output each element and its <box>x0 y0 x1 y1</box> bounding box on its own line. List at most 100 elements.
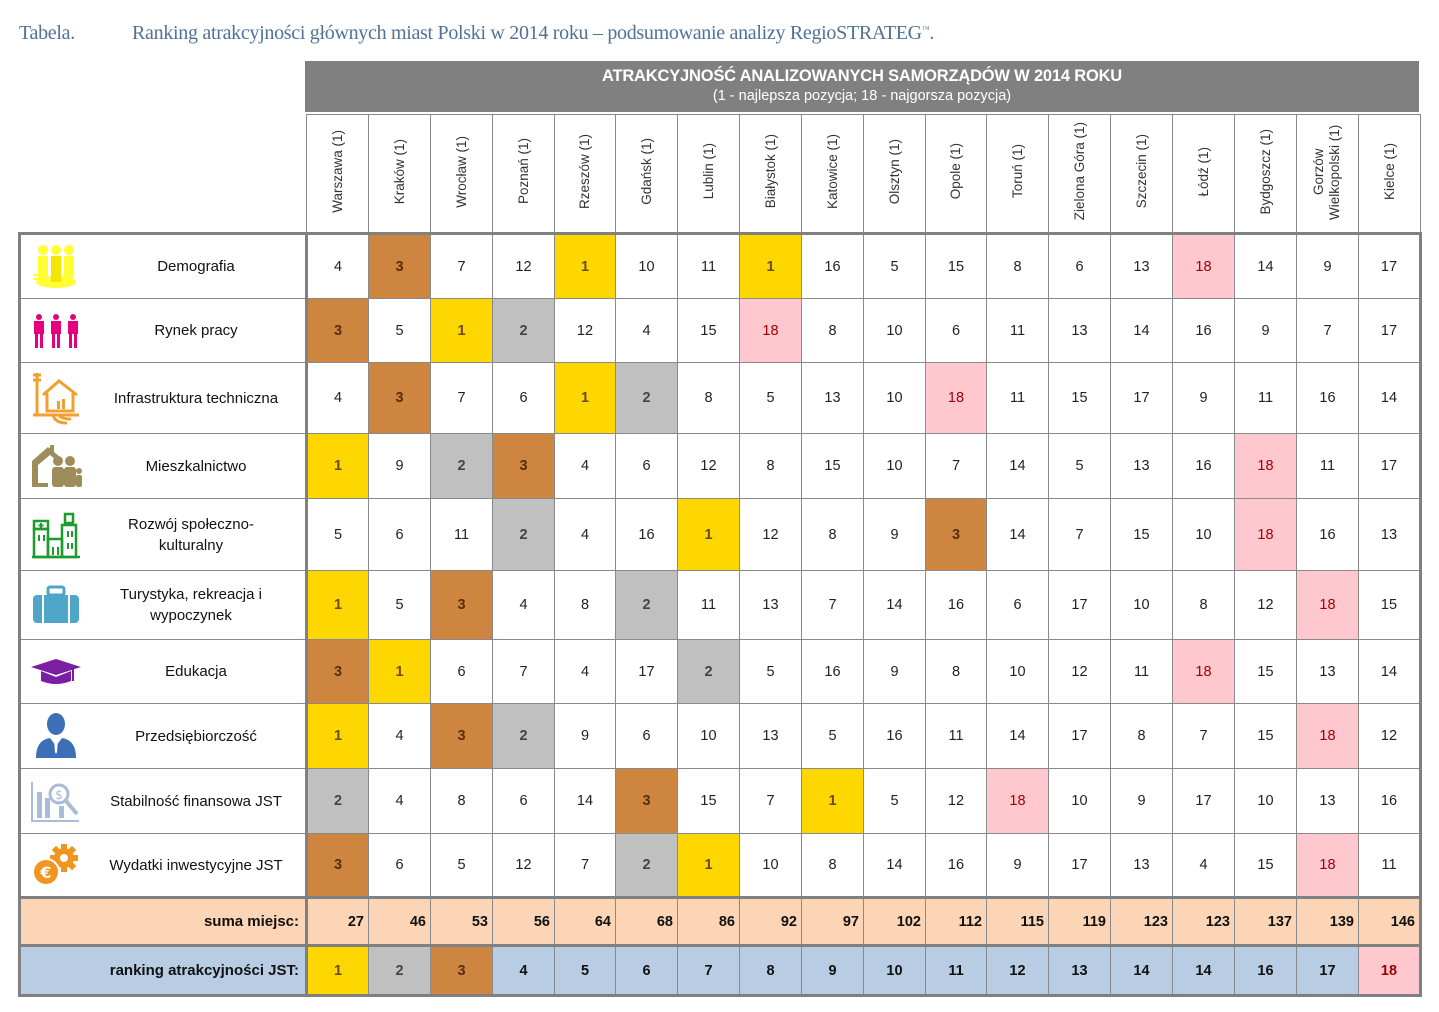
category-label: Edukacja <box>165 663 227 680</box>
city-header: Białystok (1) <box>739 114 802 235</box>
rank-cell: 10 <box>986 639 1049 704</box>
rank-cell: 6 <box>368 498 431 571</box>
city-name: Zielona Góra (1) <box>1071 122 1087 221</box>
city-header: Toruń (1) <box>986 114 1049 235</box>
city-name: Kraków (1) <box>391 138 407 205</box>
sum-cell: 139 <box>1296 897 1359 946</box>
ranking-cell: 17 <box>1296 945 1359 997</box>
rank-cell: 10 <box>739 833 802 898</box>
rank-cell: 6 <box>1048 232 1111 299</box>
rank-cell: 11 <box>1234 362 1297 434</box>
ranking-row-label: ranking atrakcyjności JST: <box>18 945 308 997</box>
rank-cell: 18 <box>1296 703 1359 769</box>
rank-cell: 9 <box>863 639 926 704</box>
rank-cell: 13 <box>1110 433 1173 499</box>
caption-end: . <box>929 22 935 44</box>
rank-cell: 7 <box>739 768 802 834</box>
caption-label: Tabela. <box>19 22 75 44</box>
rank-cell: 14 <box>863 570 926 640</box>
rank-cell: 6 <box>986 570 1049 640</box>
city-name: Szczecin (1) <box>1133 134 1149 209</box>
sum-cell: 92 <box>739 897 802 946</box>
rank-cell: 13 <box>801 362 864 434</box>
rank-cell: 5 <box>863 768 926 834</box>
rank-cell: 17 <box>1172 768 1235 834</box>
family-house-icon <box>21 443 91 489</box>
rank-cell: 3 <box>430 703 493 769</box>
rank-cell: 2 <box>306 768 369 834</box>
rank-cell: 17 <box>615 639 678 704</box>
rank-cell: 3 <box>368 362 431 434</box>
rank-cell: 1 <box>739 232 802 299</box>
rank-cell: 11 <box>1296 433 1359 499</box>
rank-cell: 7 <box>801 570 864 640</box>
rank-cell: 11 <box>677 232 740 299</box>
sum-cell: 64 <box>554 897 616 946</box>
rank-cell: 14 <box>1234 232 1297 299</box>
ranking-cell: 4 <box>492 945 555 997</box>
rank-cell: 7 <box>430 232 493 299</box>
rank-cell: 10 <box>1172 498 1235 571</box>
category-row: Rynek pracy 3 5 1 2 12 4 15 18 8 10 6 11 13 14 16 9 7 17 <box>18 298 1422 363</box>
rank-cell: 6 <box>615 703 678 769</box>
rank-cell: 18 <box>1234 498 1297 571</box>
rank-cell: 4 <box>554 498 616 571</box>
rank-cell: 5 <box>801 703 864 769</box>
rank-cell: 16 <box>1172 298 1235 363</box>
category-label: Mieszkalnictwo <box>145 457 247 475</box>
rank-cell: 18 <box>1296 833 1359 898</box>
suitcase-icon <box>21 585 91 625</box>
city-header: Gorzów Wielkopolski (1) <box>1296 114 1359 235</box>
rank-cell: 16 <box>1172 433 1235 499</box>
rank-cell: 1 <box>677 833 740 898</box>
rank-cell: 6 <box>492 362 555 434</box>
rank-cell: 9 <box>1110 768 1173 834</box>
ranking-cell: 12 <box>986 945 1049 997</box>
caption-trademark: ™ <box>921 24 930 34</box>
ranking-cell: 14 <box>1110 945 1173 997</box>
rank-cell: 12 <box>492 833 555 898</box>
category-cell: € Wydatki inwestycyjne JST <box>18 833 308 898</box>
rank-cell: 18 <box>925 362 987 434</box>
rank-cell: 17 <box>1048 703 1111 769</box>
city-name: Warszawa (1) <box>329 130 345 213</box>
rank-cell: 1 <box>306 703 369 769</box>
rank-cell: 7 <box>492 639 555 704</box>
rank-cell: 6 <box>615 433 678 499</box>
rank-cell: 18 <box>1296 570 1359 640</box>
ranking-cell: 7 <box>677 945 740 997</box>
ranking-table: Warszawa (1) Kraków (1) Wrocław (1) Poznań … <box>18 114 1422 997</box>
rank-cell: 14 <box>986 703 1049 769</box>
rank-cell: 15 <box>1234 833 1297 898</box>
rank-cell: 8 <box>801 833 864 898</box>
rank-cell: 13 <box>739 570 802 640</box>
rank-cell: 2 <box>492 498 555 571</box>
rank-cell: 11 <box>677 570 740 640</box>
rank-cell: 12 <box>739 498 802 571</box>
city-name: Łódź (1) <box>1195 146 1211 197</box>
category-label: Wydatki inwestycyjne JST <box>109 856 283 874</box>
rank-cell: 3 <box>615 768 678 834</box>
rank-cell: 1 <box>430 298 493 363</box>
rank-cell: 12 <box>492 232 555 299</box>
city-header: Wrocław (1) <box>430 114 493 235</box>
house-utilities-icon <box>21 371 91 425</box>
rank-cell: 5 <box>1048 433 1111 499</box>
rank-cell: 1 <box>306 570 369 640</box>
rank-cell: 14 <box>986 498 1049 571</box>
rank-cell: 11 <box>986 362 1049 434</box>
rank-cell: 16 <box>925 833 987 898</box>
rank-cell: 6 <box>492 768 555 834</box>
rank-cell: 18 <box>739 298 802 363</box>
sum-cell: 53 <box>430 897 493 946</box>
rank-cell: 1 <box>801 768 864 834</box>
table-header-band: ATRAKCYJNOŚĆ ANALIZOWANYCH SAMORZĄDÓW W … <box>305 61 1419 112</box>
svg-text:$: $ <box>55 788 63 802</box>
rank-cell: 12 <box>925 768 987 834</box>
rank-cell: 6 <box>368 833 431 898</box>
ranking-cell: 1 <box>306 945 369 997</box>
rank-cell: 17 <box>1358 433 1422 499</box>
rank-cell: 8 <box>801 498 864 571</box>
category-cell: Infrastruktura techniczna <box>18 362 308 434</box>
rank-cell: 10 <box>1110 570 1173 640</box>
